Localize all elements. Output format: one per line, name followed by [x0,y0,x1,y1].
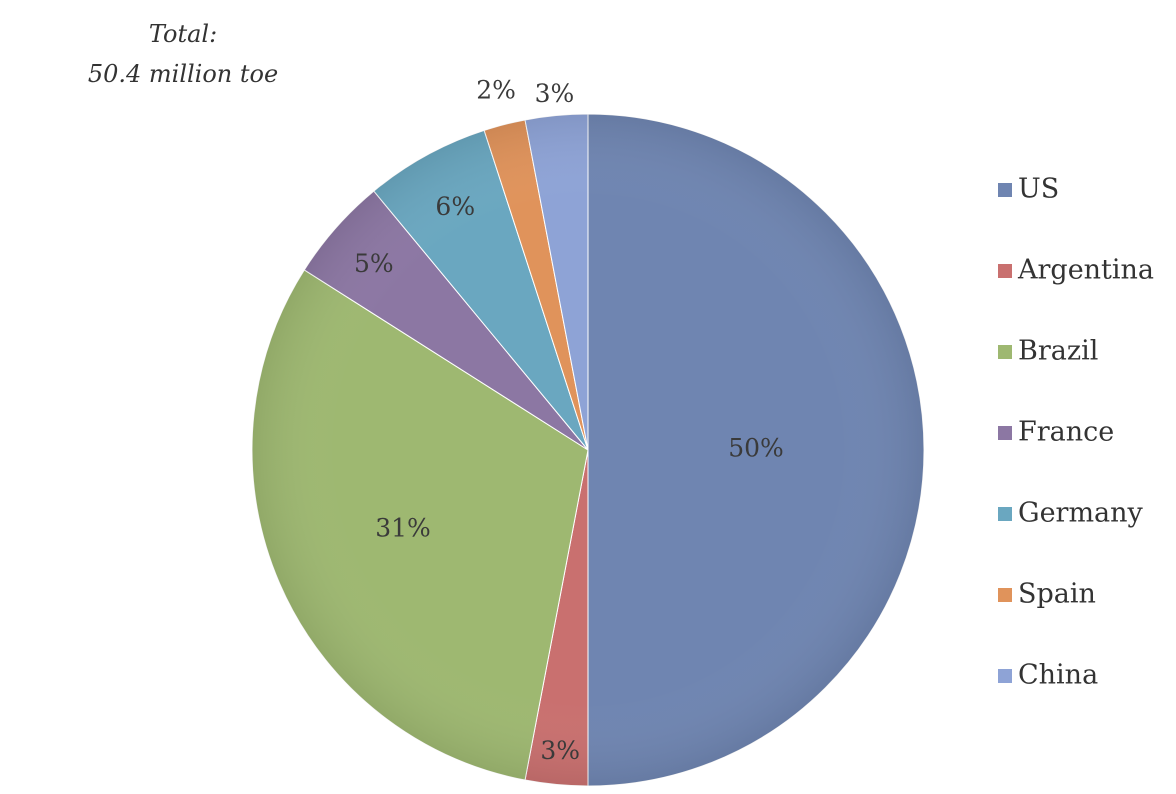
legend-label-germany: Germany [1018,498,1144,529]
slice-label-france: 5% [354,249,394,278]
legend-swatch-argentina [998,264,1012,278]
total-annotation-line2: 50.4 million toe [88,60,278,88]
legend-label-argentina: Argentina [1017,255,1154,286]
legend-swatch-china [998,669,1012,683]
total-annotation-line1: Total: [149,20,217,48]
slice-label-germany: 6% [435,192,475,221]
slice-label-argentina: 3% [540,736,580,765]
slice-label-us: 50% [728,434,784,463]
pie-shading [252,114,924,786]
legend-swatch-germany [998,507,1012,521]
legend-label-spain: Spain [1018,579,1096,610]
legend-label-china: China [1018,660,1098,691]
legend-swatch-spain [998,588,1012,602]
legend-swatch-brazil [998,345,1012,359]
pie-slice-labels: 50% 3% 31% 5% 6% 2% 3% [354,76,784,765]
legend-label-us: US [1018,174,1059,205]
slice-label-china: 3% [535,79,575,108]
legend-swatch-us [998,183,1012,197]
slice-label-brazil: 31% [375,514,431,543]
legend: US Argentina Brazil France Germany Spain China [998,174,1154,691]
legend-swatch-france [998,426,1012,440]
slice-label-spain: 2% [476,76,516,105]
legend-label-brazil: Brazil [1018,336,1098,367]
legend-label-france: France [1018,417,1114,448]
